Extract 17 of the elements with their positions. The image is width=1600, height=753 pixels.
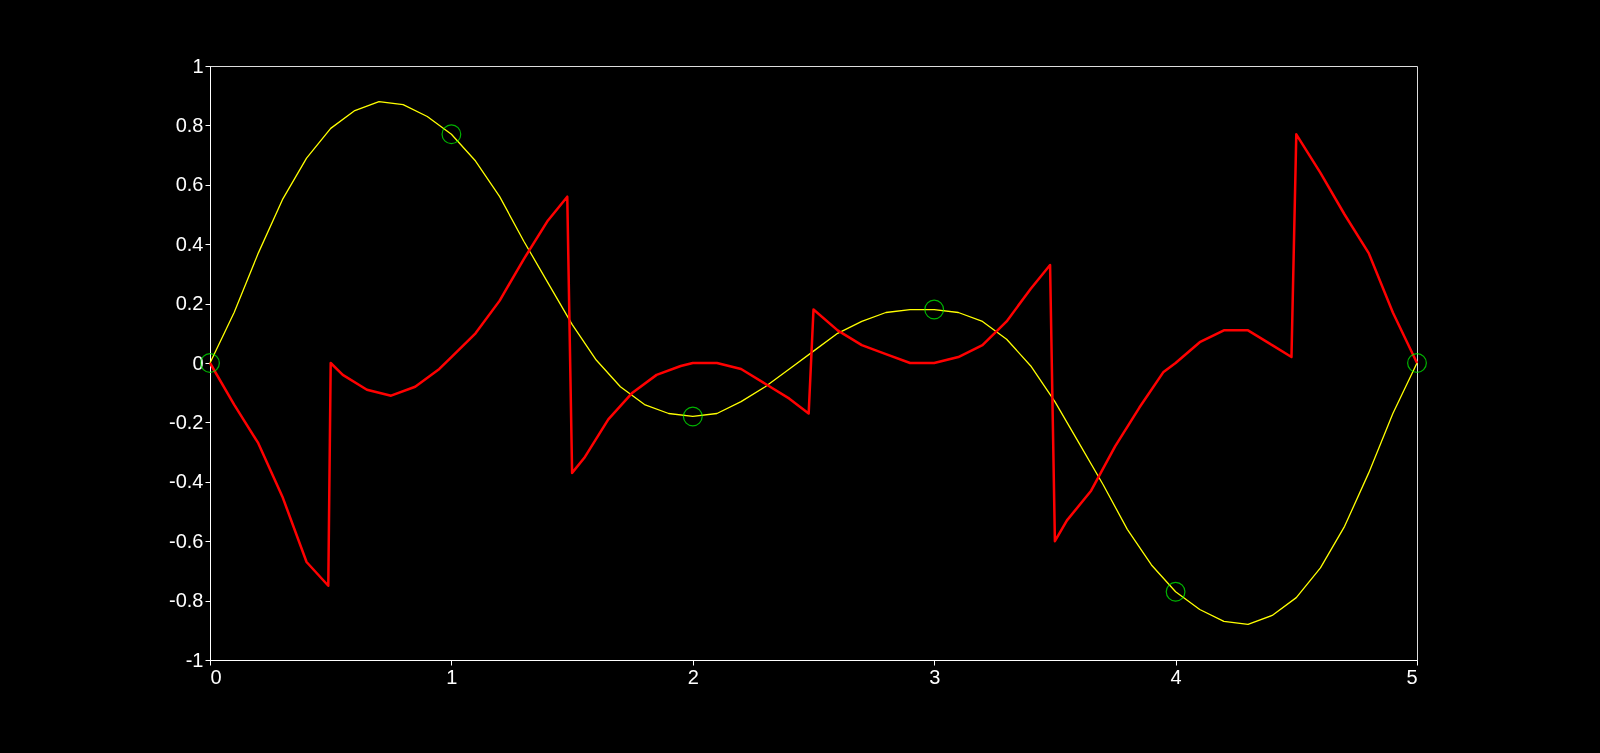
y-tick-label: 0 [192, 351, 204, 374]
x-tick-label: 4 [1170, 665, 1182, 688]
y-tick-label: -0.8 [169, 589, 204, 612]
y-tick-label: -0.6 [169, 529, 204, 552]
x-tick-label: 0 [210, 665, 222, 688]
y-tick-label: -1 [185, 648, 204, 671]
y-tick-label: 0.6 [175, 173, 204, 196]
y-tick-label: -0.2 [169, 410, 204, 433]
y-tick-label: 0.2 [175, 292, 204, 315]
x-tick-label: 2 [687, 665, 699, 688]
x-tick-label: 3 [929, 665, 941, 688]
y-tick-label: -0.4 [169, 470, 204, 493]
y-tick-label: 0.4 [175, 232, 204, 255]
y-tick-label: 0.8 [175, 113, 204, 136]
x-tick-label: 5 [1406, 665, 1418, 688]
x-tick-label: 1 [446, 665, 458, 688]
y-tick-label: 1 [192, 54, 204, 77]
